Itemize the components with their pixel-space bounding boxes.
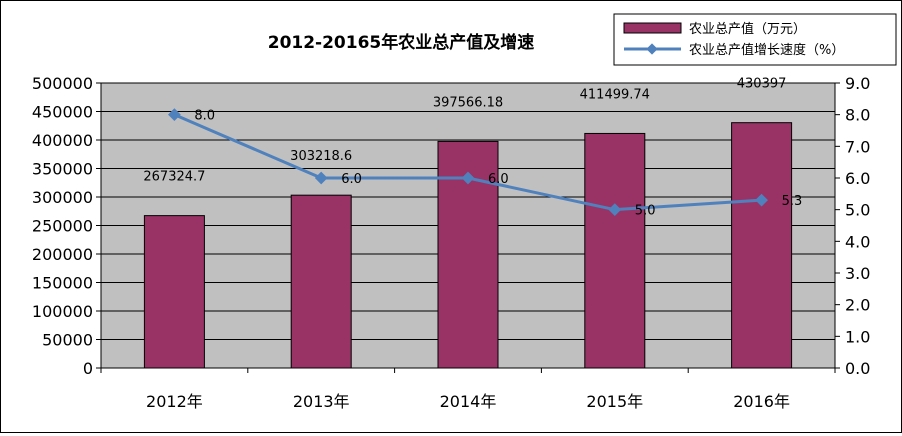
y-right-tick-label: 4.0	[845, 232, 870, 251]
y-left-tick-label: 250000	[32, 217, 93, 236]
line-point	[461, 171, 475, 185]
y-right-tick-label: 7.0	[845, 137, 870, 156]
bar-data-label: 411499.74	[580, 87, 650, 102]
y-left-tick-label: 200000	[32, 245, 93, 264]
y-axis-left: 0 50000 100000 150000 200000 250000 300000 3500…	[32, 74, 102, 378]
y-left-tick-label: 50000	[42, 331, 93, 350]
line-data-label: 5.0	[635, 204, 656, 219]
bar	[290, 194, 352, 369]
x-tick-label: 2013年	[293, 392, 350, 411]
line-labels: 8.0 6.0 6.0 5.0 5.3	[194, 109, 802, 219]
legend-line-marker	[646, 43, 658, 55]
bar-data-label: 303218.6	[290, 149, 352, 164]
y-left-tick-label: 400000	[32, 131, 93, 150]
chart-title: 2012-20165年农业总产值及增速	[268, 32, 535, 53]
y-right-tick-label: 0.0	[845, 359, 870, 378]
legend-bar-swatch	[623, 22, 682, 34]
y-left-tick-label: 350000	[32, 160, 93, 179]
bar	[731, 122, 793, 369]
legend-line-label: 农业总产值增长速度（%）	[689, 42, 844, 58]
line-data-label: 8.0	[194, 109, 215, 124]
bar-data-label: 397566.18	[433, 95, 503, 110]
line-data-label: 6.0	[341, 172, 362, 187]
bar-data-label: 430397	[737, 77, 787, 92]
y-left-tick-label: 0	[83, 359, 93, 378]
bar	[584, 132, 646, 369]
line-point	[168, 108, 181, 122]
y-left-tick-label: 450000	[32, 103, 93, 122]
y-left-tick-label: 500000	[32, 74, 93, 93]
x-tick-label: 2014年	[440, 392, 497, 411]
x-tick-label: 2012年	[146, 392, 203, 411]
line-point	[314, 171, 328, 185]
legend-bar-label: 农业总产值（万元）	[689, 21, 806, 37]
legend: 农业总产值（万元） 农业总产值增长速度（%）	[613, 13, 897, 66]
line-data-label: 5.3	[782, 194, 803, 209]
y-right-tick-label: 1.0	[845, 327, 870, 346]
bar-data-label: 267324.7	[143, 170, 205, 185]
y-left-tick-label: 150000	[32, 274, 93, 293]
x-tick-label: 2016年	[733, 392, 790, 411]
x-tick-label: 2015年	[586, 392, 643, 411]
y-left-tick-label: 100000	[32, 302, 93, 321]
line-data-label: 6.0	[488, 172, 509, 187]
x-axis: 2012年 2013年 2014年 2015年 2016年	[100, 367, 836, 411]
y-right-tick-label: 9.0	[845, 74, 870, 93]
y-right-tick-label: 2.0	[845, 296, 870, 315]
y-right-tick-label: 6.0	[845, 169, 870, 188]
bar-labels: 267324.7 303218.6 397566.18 411499.74 430397	[143, 77, 786, 185]
y-left-tick-label: 300000	[32, 188, 93, 207]
y-axis-right: 0.0 1.0 2.0 3.0 4.0 5.0 6.0 7.0 8.0 9.0	[834, 74, 870, 378]
y-right-tick-label: 8.0	[845, 106, 870, 125]
y-right-tick-label: 5.0	[845, 201, 870, 220]
y-right-tick-label: 3.0	[845, 264, 870, 283]
bar	[143, 215, 205, 369]
